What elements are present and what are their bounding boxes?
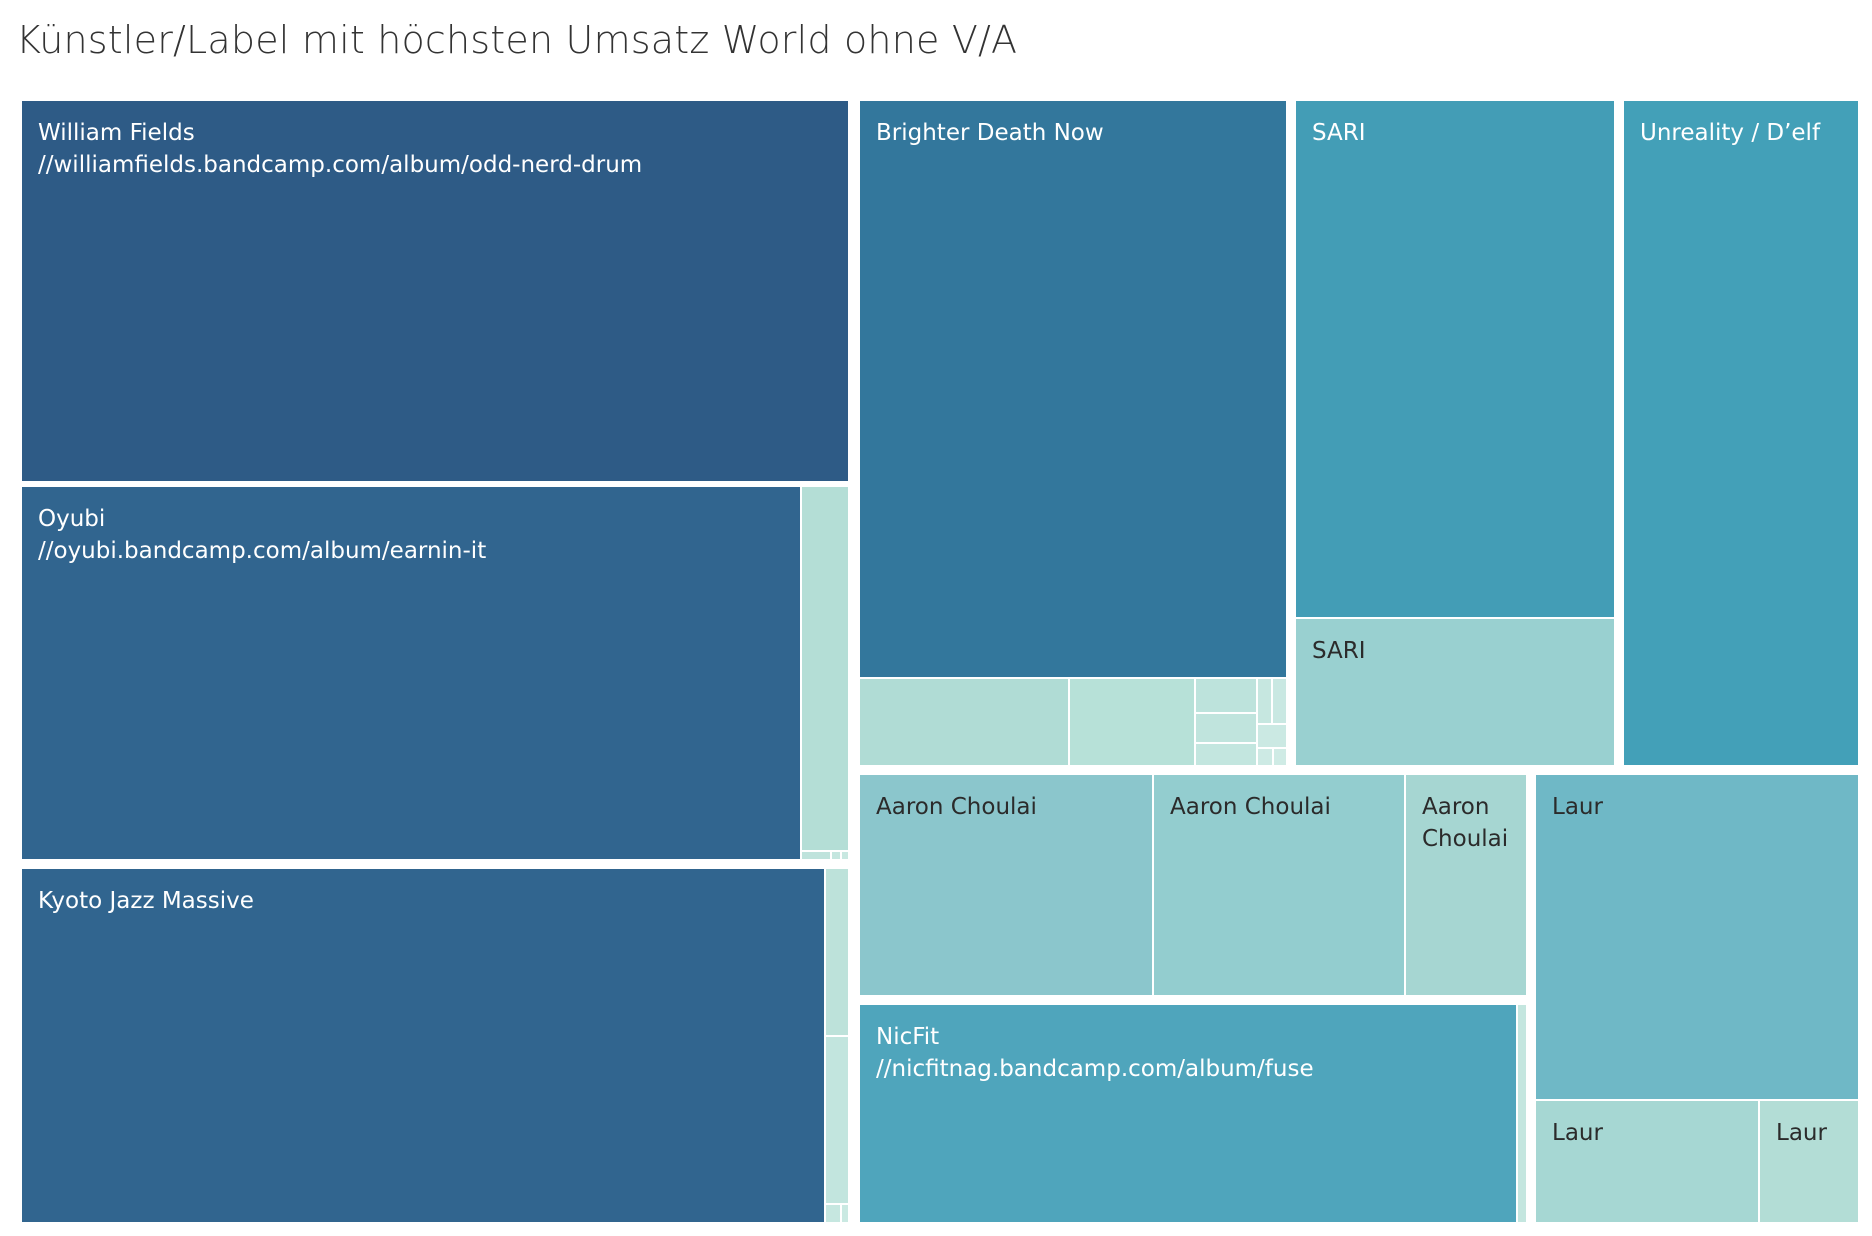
- treemap-tile-brighter-death-now-2[interactable]: [1070, 679, 1196, 767]
- tile-name: Kyoto Jazz Massive: [38, 888, 254, 914]
- tile-name: Laur: [1776, 1120, 1827, 1146]
- tile-name: NicFit: [876, 1024, 940, 1050]
- tile-detail: //williamfields.bandcamp.com/album/odd-n…: [38, 152, 643, 178]
- treemap-tile-brighter-death-now-1[interactable]: [860, 679, 1070, 767]
- tile-label: Aaron Choulai: [876, 791, 1146, 823]
- tile-detail: //oyubi.bandcamp.com/album/earnin-it: [38, 538, 487, 564]
- tile-name: Unreality / D’elf: [1640, 120, 1821, 146]
- treemap-tile-brighter-death-now-10[interactable]: [1274, 749, 1288, 767]
- treemap-tile-nicfit-0[interactable]: NicFit //nicfitnag.bandcamp.com/album/fus…: [860, 1005, 1518, 1224]
- tile-label: Laur: [1776, 1117, 1852, 1149]
- treemap-tile-aaron-choulai-0[interactable]: Aaron Choulai: [860, 775, 1154, 997]
- tile-label: Oyubi //oyubi.bandcamp.com/album/earnin-i…: [38, 503, 794, 567]
- treemap-tile-laur-2[interactable]: Laur: [1760, 1101, 1860, 1224]
- tile-label: Aaron Choulai: [1422, 791, 1520, 855]
- chart-title: Künstler/Label mit höchsten Umsatz World…: [16, 18, 1018, 62]
- treemap-tile-brighter-death-now-7[interactable]: [1273, 679, 1288, 725]
- treemap-tile-oyubi-3[interactable]: [832, 852, 842, 861]
- tile-name: Oyubi: [38, 506, 106, 532]
- tile-label: SARI: [1312, 117, 1608, 149]
- treemap-tile-brighter-death-now-4[interactable]: [1196, 714, 1258, 744]
- treemap-tile-oyubi-4[interactable]: [842, 852, 850, 861]
- treemap-tile-oyubi-0[interactable]: Oyubi //oyubi.bandcamp.com/album/earnin-i…: [22, 487, 802, 861]
- treemap-tile-laur-1[interactable]: Laur: [1536, 1101, 1760, 1224]
- treemap-tile-brighter-death-now-0[interactable]: Brighter Death Now: [860, 101, 1288, 679]
- treemap-tile-kyoto-jazz-massive-1[interactable]: [826, 869, 850, 1037]
- tile-name: Laur: [1552, 794, 1603, 820]
- treemap-tile-brighter-death-now-3[interactable]: [1196, 679, 1258, 714]
- tile-name: Brighter Death Now: [876, 120, 1104, 146]
- tile-name: Aaron Choulai: [1170, 794, 1331, 820]
- treemap-tile-kyoto-jazz-massive-3[interactable]: [826, 1205, 842, 1224]
- treemap-tile-brighter-death-now-5[interactable]: [1196, 744, 1258, 767]
- tile-name: SARI: [1312, 638, 1366, 664]
- tile-name: Aaron Choulai: [1422, 794, 1509, 852]
- treemap-tile-oyubi-2[interactable]: [802, 852, 832, 861]
- treemap-tile-sari-1[interactable]: SARI: [1296, 619, 1616, 767]
- treemap-tile-brighter-death-now-9[interactable]: [1258, 749, 1274, 767]
- treemap-tile-aaron-choulai-1[interactable]: Aaron Choulai: [1154, 775, 1406, 997]
- treemap-tile-kyoto-jazz-massive-4[interactable]: [842, 1205, 850, 1224]
- tile-name: Laur: [1552, 1120, 1603, 1146]
- tile-label: NicFit //nicfitnag.bandcamp.com/album/fus…: [876, 1021, 1510, 1085]
- tile-label: Unreality / D’elf: [1640, 117, 1852, 149]
- treemap-tile-brighter-death-now-6[interactable]: [1258, 679, 1273, 725]
- tile-label: Laur: [1552, 791, 1852, 823]
- treemap-tile-brighter-death-now-8[interactable]: [1258, 725, 1288, 749]
- treemap-tile-aaron-choulai-2[interactable]: Aaron Choulai: [1406, 775, 1528, 997]
- treemap-tile-unreality-d-elf-0[interactable]: Unreality / D’elf: [1624, 101, 1860, 767]
- treemap-tile-kyoto-jazz-massive-0[interactable]: Kyoto Jazz Massive: [22, 869, 826, 1224]
- tile-name: SARI: [1312, 120, 1366, 146]
- tile-label: Aaron Choulai: [1170, 791, 1398, 823]
- treemap-tile-kyoto-jazz-massive-2[interactable]: [826, 1037, 850, 1205]
- treemap-tile-oyubi-1[interactable]: [802, 487, 850, 852]
- treemap-tile-nicfit-1[interactable]: [1518, 1005, 1528, 1224]
- tile-label: William Fields //williamfields.bandcamp.c…: [38, 117, 842, 181]
- treemap-tile-sari-0[interactable]: SARI: [1296, 101, 1616, 619]
- treemap-tile-laur-0[interactable]: Laur: [1536, 775, 1860, 1101]
- treemap-tile-william-fields-0[interactable]: William Fields //williamfields.bandcamp.c…: [22, 101, 850, 483]
- tile-label: Brighter Death Now: [876, 117, 1280, 149]
- tile-label: Kyoto Jazz Massive: [38, 885, 818, 917]
- tile-label: SARI: [1312, 635, 1608, 667]
- tile-label: Laur: [1552, 1117, 1752, 1149]
- tile-name: William Fields: [38, 120, 195, 146]
- tile-name: Aaron Choulai: [876, 794, 1037, 820]
- tile-detail: //nicfitnag.bandcamp.com/album/fuse: [876, 1056, 1314, 1082]
